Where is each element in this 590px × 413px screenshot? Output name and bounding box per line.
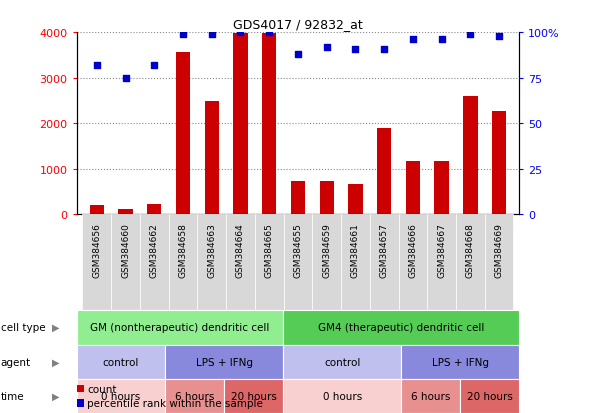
Bar [169, 215, 198, 310]
Text: GSM384660: GSM384660 [121, 222, 130, 277]
Text: GSM384667: GSM384667 [437, 222, 446, 277]
Point [92, 62, 101, 69]
Bar [398, 215, 427, 310]
Point [466, 31, 475, 38]
Text: agent: agent [1, 357, 31, 367]
Point [178, 31, 188, 38]
Bar [226, 215, 255, 310]
Bar [456, 215, 485, 310]
Bar [83, 215, 111, 310]
Text: 20 hours: 20 hours [231, 391, 277, 401]
Bar [434, 161, 449, 215]
Point [264, 30, 274, 36]
Text: cell type: cell type [1, 322, 45, 332]
Bar [320, 181, 334, 215]
Text: GSM384669: GSM384669 [494, 222, 504, 277]
Text: control: control [324, 357, 360, 367]
Text: control: control [103, 357, 139, 367]
Point [322, 44, 332, 51]
Bar [341, 215, 370, 310]
Text: time: time [1, 391, 24, 401]
Point [207, 31, 217, 38]
Bar [255, 215, 284, 310]
Bar [427, 215, 456, 310]
Text: GM4 (therapeutic) dendritic cell: GM4 (therapeutic) dendritic cell [318, 322, 484, 332]
Text: ▶: ▶ [53, 322, 60, 332]
Text: cell type: cell type [1, 322, 45, 332]
Bar [377, 128, 391, 215]
Bar [140, 215, 169, 310]
Text: GSM384659: GSM384659 [322, 222, 331, 277]
Text: LPS + IFNg: LPS + IFNg [432, 357, 489, 367]
Text: ▶: ▶ [53, 391, 60, 401]
Text: GSM384664: GSM384664 [236, 222, 245, 277]
Text: percentile rank within the sample: percentile rank within the sample [87, 398, 263, 408]
Text: 20 hours: 20 hours [467, 391, 513, 401]
Bar [262, 34, 276, 215]
Text: GSM384666: GSM384666 [408, 222, 417, 277]
Text: agent: agent [1, 357, 31, 367]
Text: 6 hours: 6 hours [411, 391, 450, 401]
Point [437, 37, 447, 44]
Text: GSM384657: GSM384657 [379, 222, 389, 277]
Bar [205, 102, 219, 215]
Text: time: time [1, 391, 24, 401]
Point [494, 33, 504, 40]
Text: 6 hours: 6 hours [175, 391, 214, 401]
Point [350, 46, 360, 53]
Text: GSM384661: GSM384661 [351, 222, 360, 277]
Bar [176, 53, 190, 215]
Bar [348, 184, 363, 215]
Point [121, 75, 130, 82]
Point [293, 52, 303, 58]
Bar [233, 34, 248, 215]
Point [236, 30, 245, 36]
Text: 0 hours: 0 hours [101, 391, 140, 401]
Text: GSM384662: GSM384662 [150, 222, 159, 277]
Text: GM (nontherapeutic) dendritic cell: GM (nontherapeutic) dendritic cell [90, 322, 270, 332]
Text: 0 hours: 0 hours [323, 391, 362, 401]
Title: GDS4017 / 92832_at: GDS4017 / 92832_at [233, 17, 363, 31]
Text: GSM384655: GSM384655 [293, 222, 303, 277]
Point [408, 37, 418, 44]
Bar [284, 215, 312, 310]
Bar [463, 97, 477, 215]
Point [149, 62, 159, 69]
Text: GSM384656: GSM384656 [92, 222, 101, 277]
Bar [119, 209, 133, 215]
Text: ▶: ▶ [53, 357, 60, 367]
Text: GSM384665: GSM384665 [265, 222, 274, 277]
Text: ▶: ▶ [53, 322, 60, 332]
Bar [312, 215, 341, 310]
Bar [147, 205, 162, 215]
Text: GSM384658: GSM384658 [179, 222, 188, 277]
Bar [111, 215, 140, 310]
Text: ▶: ▶ [53, 357, 60, 367]
Text: GSM384663: GSM384663 [207, 222, 217, 277]
Text: ▶: ▶ [53, 391, 60, 401]
Point [379, 46, 389, 53]
Bar [291, 181, 305, 215]
Text: LPS + IFNg: LPS + IFNg [196, 357, 253, 367]
Text: GSM384668: GSM384668 [466, 222, 475, 277]
Bar [90, 206, 104, 215]
Bar [406, 161, 420, 215]
Bar [198, 215, 226, 310]
Bar [492, 112, 506, 215]
Text: count: count [87, 384, 117, 394]
Bar [370, 215, 398, 310]
Bar [485, 215, 513, 310]
